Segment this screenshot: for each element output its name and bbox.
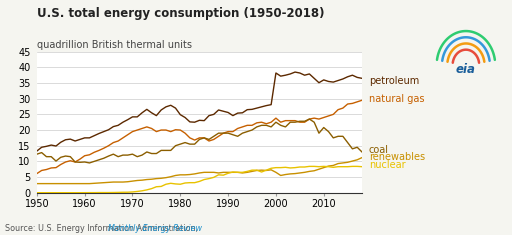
Text: U.S. total energy consumption (1950-2018): U.S. total energy consumption (1950-2018… [37, 7, 325, 20]
Text: Source: U.S. Energy Information Administration,: Source: U.S. Energy Information Administ… [5, 224, 201, 233]
Text: nuclear: nuclear [369, 161, 406, 170]
Text: renewables: renewables [369, 152, 425, 162]
Text: Monthly Energy Review: Monthly Energy Review [109, 224, 202, 233]
Text: eia: eia [456, 63, 476, 76]
Text: natural gas: natural gas [369, 94, 424, 104]
Text: coal: coal [369, 145, 389, 155]
Text: petroleum: petroleum [369, 76, 419, 86]
Text: quadrillion British thermal units: quadrillion British thermal units [37, 40, 192, 50]
